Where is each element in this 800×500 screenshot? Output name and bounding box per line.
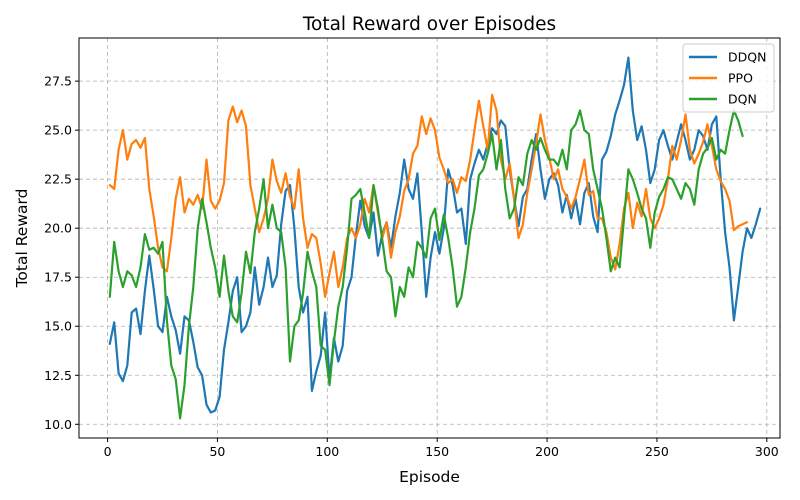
- grid-lines: [79, 38, 780, 438]
- axis-ticks: 0 50 100 150 200 250 300 10.0 12.5 15.0 17.5 20.0 22…: [44, 74, 779, 459]
- y-tick-label: 25.0: [44, 123, 72, 138]
- series-line-ddqn: [108, 56, 762, 414]
- x-tick-label: 300: [755, 444, 779, 459]
- x-axis-label: Episode: [399, 468, 460, 486]
- y-tick-label: 27.5: [44, 74, 72, 89]
- plot-frame: [78, 37, 781, 439]
- y-tick-label: 17.5: [44, 270, 72, 285]
- legend-box: [682, 43, 775, 113]
- y-tick-label: 20.0: [44, 221, 72, 236]
- x-tick-label: 0: [104, 444, 112, 459]
- legend-label-dqn: DQN: [728, 92, 757, 107]
- series-line-dqn: [108, 109, 744, 420]
- y-tick-label: 12.5: [44, 368, 72, 383]
- x-tick-label: 200: [535, 444, 559, 459]
- legend-label-ppo: PPO: [728, 71, 753, 86]
- y-tick-label: 10.0: [44, 417, 72, 432]
- series-line-ppo: [108, 93, 749, 298]
- x-tick-label: 250: [645, 444, 669, 459]
- y-axis-label: Total Reward: [13, 189, 31, 289]
- y-tick-label: 15.0: [44, 319, 72, 334]
- x-tick-label: 150: [425, 444, 449, 459]
- legend: DDQN PPO DQN: [682, 43, 775, 113]
- legend-label-ddqn: DDQN: [728, 50, 766, 65]
- x-tick-label: 100: [315, 444, 339, 459]
- series-lines: [108, 56, 762, 420]
- chart-title: Total Reward over Episodes: [302, 14, 556, 35]
- x-tick-label: 50: [209, 444, 225, 459]
- y-tick-label: 22.5: [44, 172, 72, 187]
